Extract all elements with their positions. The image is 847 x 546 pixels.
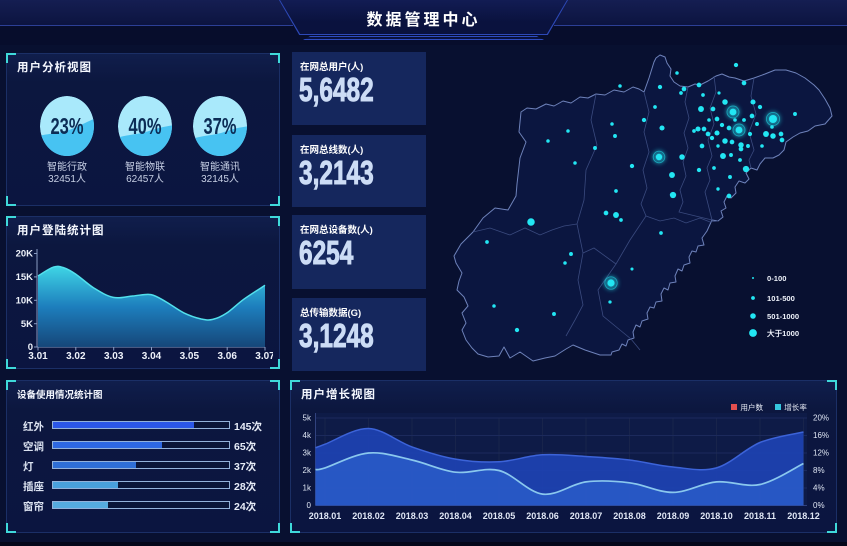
svg-text:3.03: 3.03 (104, 351, 124, 362)
svg-text:4k: 4k (303, 431, 312, 440)
svg-text:4%: 4% (813, 483, 825, 492)
svg-text:0: 0 (28, 342, 33, 353)
svg-text:2018.02: 2018.02 (352, 511, 385, 521)
svg-text:2018.10: 2018.10 (700, 511, 733, 521)
svg-text:2018.05: 2018.05 (483, 511, 516, 521)
svg-text:101-500: 101-500 (767, 294, 795, 303)
svg-text:12%: 12% (813, 448, 829, 457)
svg-text:2018.07: 2018.07 (570, 511, 603, 521)
svg-text:0%: 0% (813, 501, 825, 510)
svg-text:8%: 8% (813, 466, 825, 475)
svg-text:20K: 20K (16, 249, 34, 260)
svg-text:2018.08: 2018.08 (613, 511, 646, 521)
svg-text:3.01: 3.01 (28, 351, 48, 362)
svg-text:2018.03: 2018.03 (396, 511, 429, 521)
svg-text:37%: 37% (204, 113, 237, 139)
svg-text:10K: 10K (16, 296, 34, 307)
svg-text:0: 0 (307, 501, 312, 510)
svg-text:2k: 2k (303, 466, 312, 475)
svg-text:20%: 20% (813, 413, 829, 422)
svg-text:40%: 40% (129, 113, 162, 139)
svg-text:5k: 5k (303, 413, 312, 422)
svg-text:3.05: 3.05 (180, 351, 200, 362)
svg-text:2018.12: 2018.12 (787, 511, 820, 521)
svg-text:5K: 5K (21, 319, 33, 330)
svg-text:0-100: 0-100 (767, 274, 786, 283)
svg-text:2018.04: 2018.04 (439, 511, 472, 521)
svg-text:3.06: 3.06 (217, 351, 237, 362)
svg-text:23%: 23% (51, 113, 84, 139)
svg-text:3.04: 3.04 (142, 351, 162, 362)
svg-text:2018.11: 2018.11 (744, 511, 776, 521)
svg-text:501-1000: 501-1000 (767, 312, 799, 321)
svg-text:1k: 1k (303, 483, 312, 492)
svg-text:2018.06: 2018.06 (526, 511, 559, 521)
svg-text:3.02: 3.02 (66, 351, 86, 362)
svg-text:大于1000: 大于1000 (767, 328, 799, 338)
svg-text:15K: 15K (16, 272, 34, 283)
svg-text:2018.09: 2018.09 (657, 511, 690, 521)
svg-text:3k: 3k (303, 448, 312, 457)
svg-text:2018.01: 2018.01 (309, 511, 342, 521)
svg-text:16%: 16% (813, 431, 829, 440)
svg-text:3.07: 3.07 (255, 351, 273, 362)
